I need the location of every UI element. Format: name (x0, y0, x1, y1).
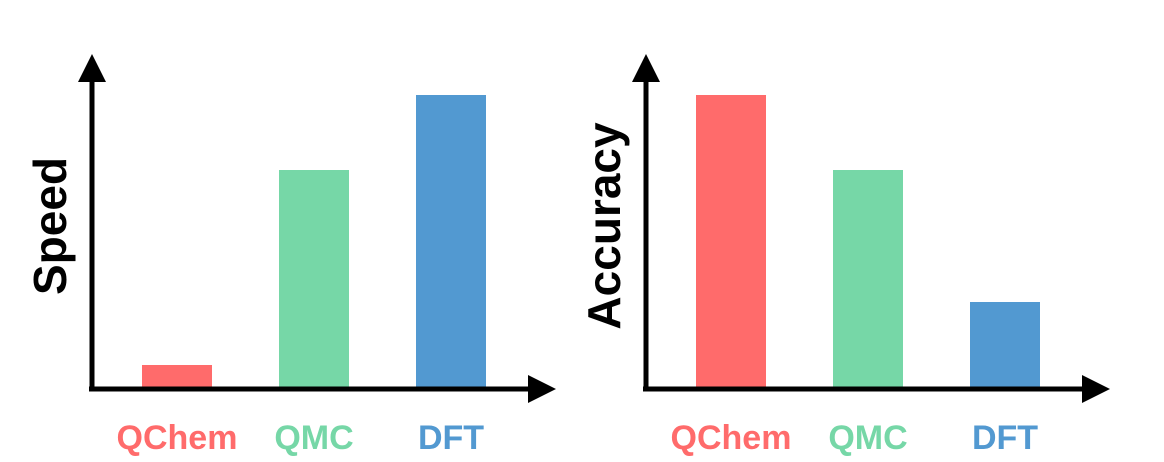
accuracy-y-axis-arrow (632, 54, 660, 82)
speed-category-label-qmc: QMC (274, 419, 353, 457)
accuracy-category-label-qchem: QChem (671, 419, 792, 457)
speed-bar-qchem (142, 365, 212, 389)
accuracy-bars (696, 95, 1040, 389)
speed-bar-qmc (279, 170, 349, 389)
accuracy-category-label-qmc: QMC (828, 419, 907, 457)
speed-bars (142, 95, 486, 389)
accuracy-y-axis-label: Accuracy (578, 122, 630, 330)
speed-y-axis-arrow (78, 54, 106, 82)
accuracy-bar-qchem (696, 95, 766, 389)
speed-x-axis-arrow (528, 375, 556, 403)
speed-y-axis-label: Speed (24, 157, 76, 295)
accuracy-category-label-dft: DFT (972, 419, 1038, 457)
speed-category-label-qchem: QChem (117, 419, 238, 457)
accuracy-category-labels: QChem QMC DFT (671, 419, 1039, 457)
accuracy-bar-qmc (833, 170, 903, 389)
speed-category-label-dft: DFT (418, 419, 484, 457)
accuracy-chart: Accuracy QChem QMC DFT (578, 54, 1110, 457)
accuracy-bar-dft (970, 302, 1040, 389)
speed-category-labels: QChem QMC DFT (117, 419, 485, 457)
speed-chart: Speed QChem QMC DFT (24, 54, 556, 457)
accuracy-x-axis-arrow (1082, 375, 1110, 403)
speed-bar-dft (416, 95, 486, 389)
